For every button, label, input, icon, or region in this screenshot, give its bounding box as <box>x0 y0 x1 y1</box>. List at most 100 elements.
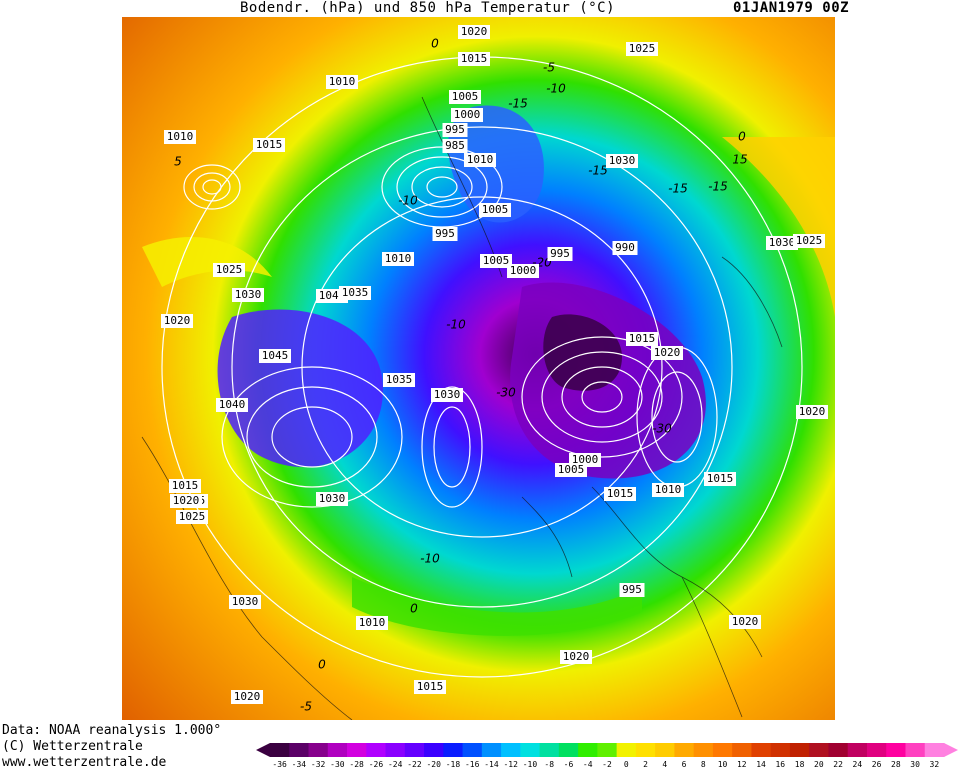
legend-tick-label: 14 <box>756 760 766 769</box>
svg-text:1045: 1045 <box>262 349 289 362</box>
isobar-label: 1020 <box>729 615 761 629</box>
legend-swatch <box>809 743 829 757</box>
legend-tick-label: -2 <box>602 760 612 769</box>
isobar-label: 1040 <box>216 398 248 412</box>
svg-text:1020: 1020 <box>164 314 191 327</box>
svg-text:1020: 1020 <box>654 346 681 359</box>
isobar-label: 1015 <box>604 487 636 501</box>
svg-text:1020: 1020 <box>173 494 200 507</box>
legend-swatch <box>578 743 598 757</box>
svg-text:985: 985 <box>445 139 465 152</box>
svg-text:1000: 1000 <box>510 264 537 277</box>
svg-text:1015: 1015 <box>256 138 283 151</box>
temperature-label: -30 <box>652 422 672 436</box>
svg-text:995: 995 <box>435 227 455 240</box>
temperature-label: -10 <box>546 82 566 96</box>
cold-core-center <box>543 314 622 391</box>
legend-swatch <box>674 743 695 757</box>
svg-text:1005: 1005 <box>483 254 510 267</box>
yellow-lobe-west <box>142 237 272 287</box>
legend-swatch <box>404 743 425 757</box>
legend-tick-label: 6 <box>682 760 687 769</box>
analysis-timestamp: 01JAN1979 00Z <box>733 0 850 16</box>
color-legend: -36 -34 -32 -30 -28 -26 -24 -22 -20 -18 -16 -14 -12-… <box>256 743 958 769</box>
svg-text:1010: 1010 <box>655 483 682 496</box>
temperature-label: 0 <box>318 658 326 672</box>
isobar-label: 1020 <box>161 314 193 328</box>
weather-map: 0-5-10-15-1505-10-10-20-30-30-1000-5-101… <box>122 17 835 720</box>
isobar-label: 1030 <box>316 492 348 506</box>
temperature-label: -10 <box>305 719 325 721</box>
isobar-label: 995 <box>442 123 468 137</box>
isobar-label: 1035 <box>383 373 415 387</box>
svg-text:1000: 1000 <box>572 453 599 466</box>
legend-swatch <box>520 743 541 757</box>
isobar-label: 1010 <box>326 75 358 89</box>
svg-text:1020: 1020 <box>732 615 759 628</box>
legend-tick-label: -8 <box>544 760 554 769</box>
legend-tick-label: -12 <box>503 760 518 769</box>
legend-swatch <box>712 743 733 757</box>
isobar-label-layer: 1020101510251010101010151005100099598510… <box>161 25 828 704</box>
legend-swatch <box>462 743 483 757</box>
isobar-line <box>221 366 403 508</box>
legend-tick-label: 16 <box>775 760 785 769</box>
isobar-label: 1020 <box>458 25 490 39</box>
legend-tick-label: 30 <box>910 760 920 769</box>
svg-text:1015: 1015 <box>417 680 444 693</box>
svg-text:1030: 1030 <box>434 388 461 401</box>
legend-tick-label: -26 <box>369 760 384 769</box>
green-belt-south <box>352 577 642 636</box>
isobar-label: 1005 <box>449 90 481 104</box>
isobar-lines <box>161 56 803 678</box>
legend-tick-label: 18 <box>795 760 805 769</box>
svg-text:1015: 1015 <box>461 52 488 65</box>
temperature-label: 0 <box>431 37 439 51</box>
isobar-label: 1045 <box>259 349 291 363</box>
svg-text:1005: 1005 <box>558 463 585 476</box>
isobar-label: 1005 <box>555 463 587 477</box>
svg-text:1030: 1030 <box>769 236 796 249</box>
legend-tick-label: -20 <box>426 760 441 769</box>
svg-text:1005: 1005 <box>452 90 479 103</box>
isobar-label: 1020 <box>560 650 592 664</box>
isobar-label: 1025 <box>626 42 658 56</box>
isobar-line <box>411 166 473 208</box>
svg-text:1020: 1020 <box>563 650 590 663</box>
legend-tick-label: 12 <box>737 760 747 769</box>
legend-swatch <box>635 743 656 757</box>
isobar-label: 1020 <box>651 346 683 360</box>
isobar-label: 1035 <box>339 286 371 300</box>
legend-swatch <box>539 743 560 757</box>
isobar-label: 990 <box>612 241 638 255</box>
temperature-label: -15 <box>708 180 728 194</box>
isobar-line <box>231 126 733 608</box>
svg-text:1020: 1020 <box>234 690 261 703</box>
isobar-label: 1020 <box>796 405 828 419</box>
warm-ridge-east <box>722 137 835 317</box>
legend-tick-label: 10 <box>718 760 728 769</box>
isobar-label: 1025 <box>793 234 825 248</box>
isobar-line <box>426 176 458 198</box>
legend-swatch <box>347 743 367 757</box>
isobar-label: 1000 <box>507 264 539 278</box>
legend-swatch <box>616 743 637 757</box>
legend-swatch <box>789 743 810 757</box>
svg-text:1000: 1000 <box>454 108 481 121</box>
legend-tick-label: -34 <box>292 760 307 769</box>
isobar-label: 1015 <box>253 138 285 152</box>
isobar-line <box>301 196 663 538</box>
legend-swatch <box>327 743 348 757</box>
legend-arrow-left <box>256 743 270 757</box>
website: www.wetterzentrale.de <box>2 755 167 770</box>
legend-tick-label: -6 <box>564 760 574 769</box>
temperature-label: -10 <box>398 194 418 208</box>
isobar-label: 1005 <box>480 254 512 268</box>
legend-swatch <box>924 743 945 757</box>
isobar-line <box>521 336 683 458</box>
legend-tick-label: -22 <box>407 760 422 769</box>
legend-tick-label: -36 <box>272 760 287 769</box>
temperature-label: -10 <box>446 318 466 332</box>
temperature-label: -5 <box>300 700 312 714</box>
isobar-label: 1000 <box>451 108 483 122</box>
